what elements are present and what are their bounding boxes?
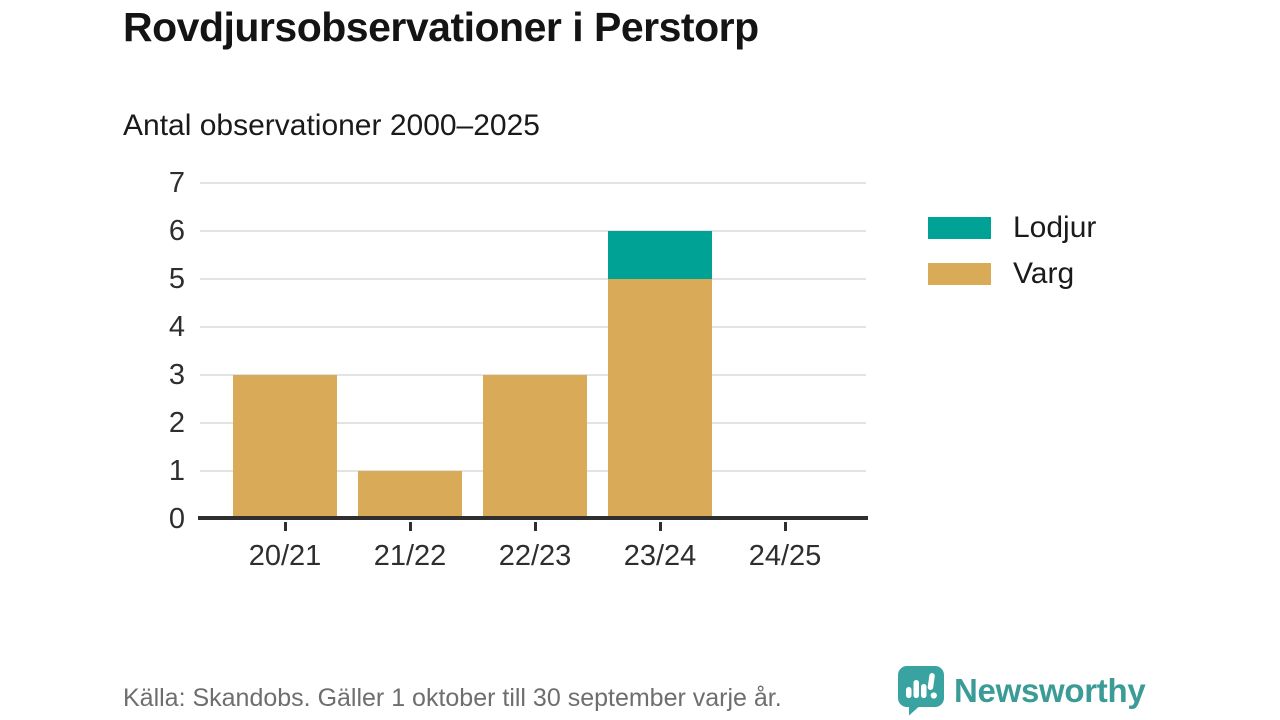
legend: Lodjur Varg [928, 211, 1097, 290]
legend-swatch-varg [928, 263, 991, 285]
legend-label-varg: Varg [1013, 257, 1075, 290]
legend-item-varg: Varg [928, 257, 1096, 290]
x-axis-tick [783, 522, 787, 531]
x-axis-line [198, 516, 868, 520]
y-axis-label: 5 [168, 263, 185, 295]
gridline [200, 326, 866, 328]
y-axis-label: 3 [168, 359, 185, 391]
x-axis-label: 20/21 [248, 540, 322, 572]
legend-item-lodjur: Lodjur [928, 211, 1097, 244]
bar-varg-20/21 [233, 375, 337, 519]
x-axis-tick [408, 522, 412, 531]
gridline [200, 278, 866, 280]
source-note: Källa: Skandobs. Gäller 1 oktober till 3… [123, 684, 782, 712]
x-axis-label: 23/24 [623, 540, 697, 572]
x-axis-label: 21/22 [373, 540, 447, 572]
page-title: Rovdjursobservationer i Perstorp [123, 4, 759, 50]
y-axis-label: 0 [168, 503, 185, 535]
x-axis-label: 22/23 [498, 540, 572, 572]
bar-varg-22/23 [483, 375, 587, 519]
bar-varg-23/24 [608, 279, 712, 519]
legend-swatch-lodjur [928, 217, 991, 239]
legend-label-lodjur: Lodjur [1013, 211, 1097, 244]
y-axis-label: 2 [168, 407, 185, 439]
x-axis-tick [658, 522, 662, 531]
gridline [200, 230, 866, 232]
x-axis-label: 24/25 [748, 540, 822, 572]
x-axis-tick [283, 522, 287, 531]
bar-varg-21/22 [358, 471, 462, 519]
brand-wordmark: Newsworthy [954, 671, 1146, 709]
newsworthy-logo-icon [898, 666, 944, 716]
brand-logo: Newsworthy [897, 665, 1146, 716]
x-axis-tick [533, 522, 537, 531]
y-axis-label: 7 [168, 167, 185, 199]
y-axis-label: 6 [168, 215, 185, 247]
bar-lodjur-23/24 [608, 231, 712, 279]
gridline [200, 182, 866, 184]
y-axis-label: 1 [168, 455, 185, 487]
y-axis-label: 4 [168, 311, 185, 343]
chart-subtitle: Antal observationer 2000–2025 [123, 109, 540, 142]
